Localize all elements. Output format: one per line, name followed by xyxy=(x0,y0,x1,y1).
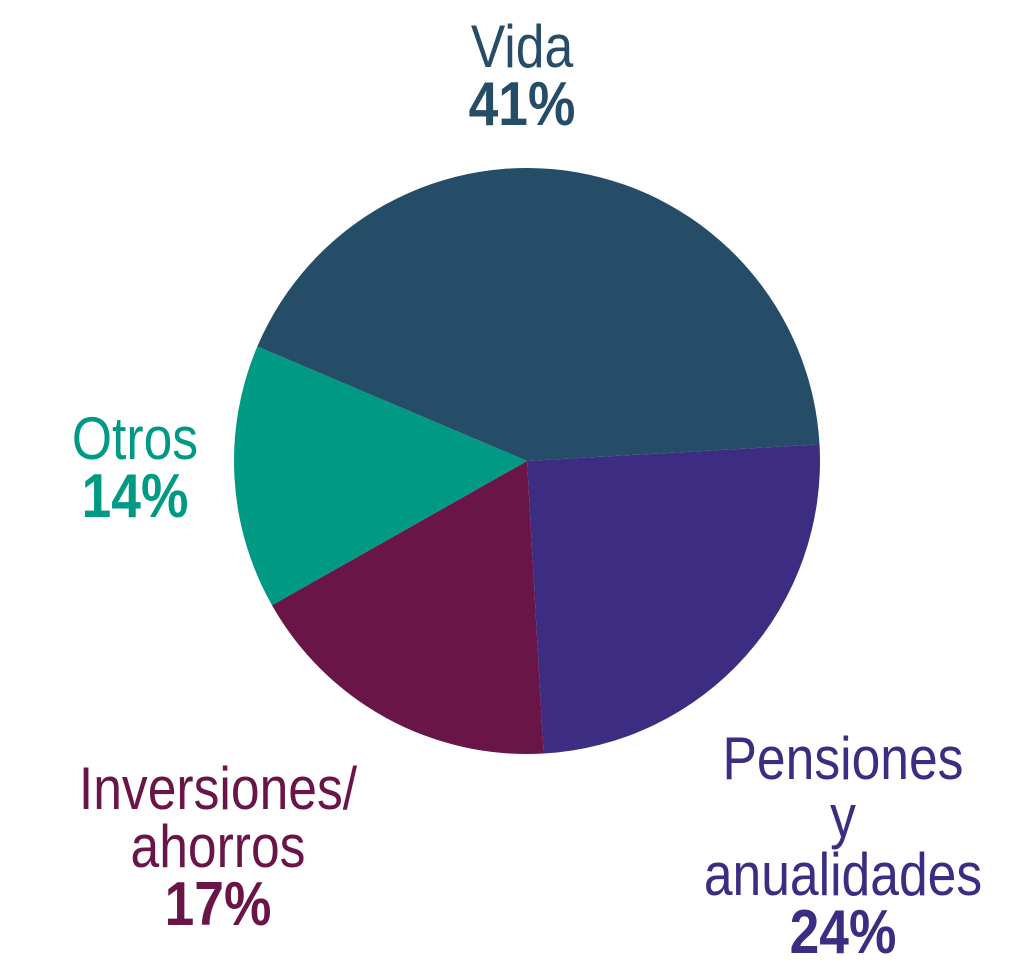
value-label: 41% xyxy=(468,70,576,139)
chart xyxy=(234,168,820,754)
pie-slice xyxy=(257,168,820,461)
category-name: Inversiones/ ahorros xyxy=(78,755,358,880)
value-label: 24% xyxy=(789,898,897,967)
pie-slice xyxy=(234,346,528,606)
pie-slice xyxy=(271,461,544,754)
slice-label: Otros 14% xyxy=(71,405,199,531)
page: (() => { const data = JSON.parse(documen… xyxy=(71,13,983,964)
category-name: Pensiones y anualidades xyxy=(703,725,983,908)
pie-slice xyxy=(527,444,820,754)
slice-label: Pensiones y anualidades 24% xyxy=(703,725,983,967)
value-label: 17% xyxy=(164,870,272,939)
slice-label: Inversiones/ ahorros 17% xyxy=(78,755,358,939)
value-label: 14% xyxy=(81,462,189,531)
category-name: Otros xyxy=(71,405,199,472)
category-name: Vida xyxy=(470,13,574,80)
slice-label: Vida 41% xyxy=(468,13,576,139)
